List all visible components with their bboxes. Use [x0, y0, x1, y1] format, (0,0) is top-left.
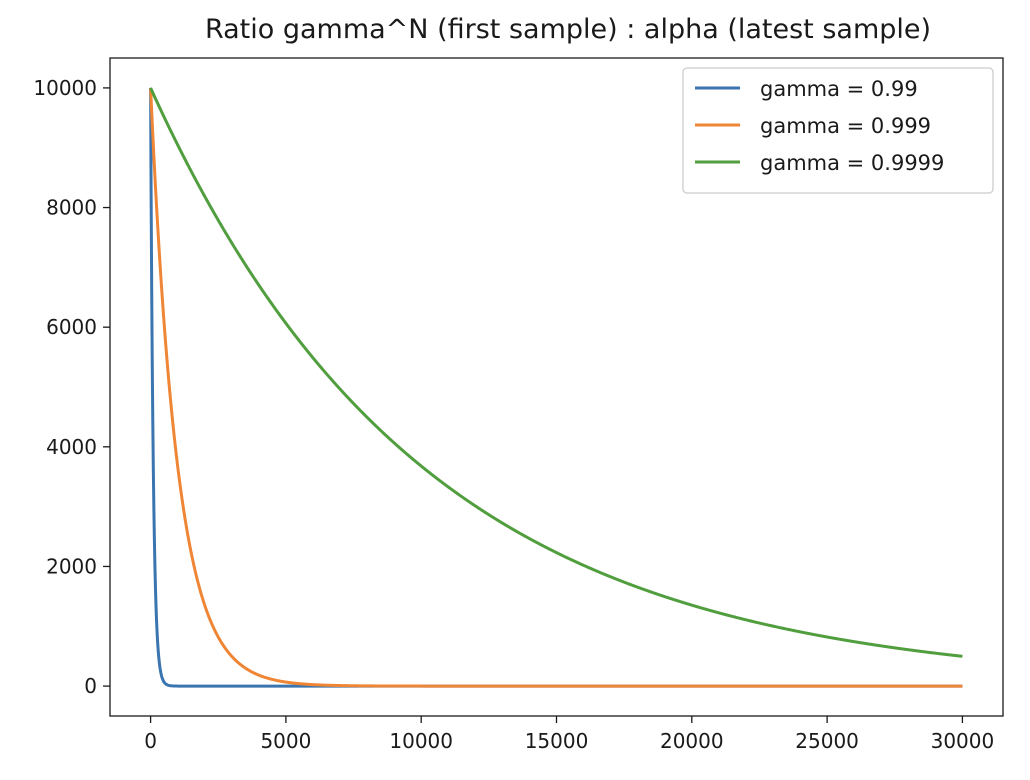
x-tick-label: 0 [144, 729, 157, 753]
legend-box [682, 67, 994, 194]
x-tick-label: 25000 [795, 729, 859, 753]
x-tick-label: 20000 [660, 729, 724, 753]
y-tick-label: 4000 [46, 435, 97, 459]
series-line-3 [149, 87, 964, 658]
y-axis: 0 2000 4000 6000 8000 10000 [33, 76, 110, 698]
legend-item: gamma = 0.9999 [695, 151, 944, 175]
y-tick-label: 8000 [46, 196, 97, 220]
y-tick-label: 2000 [46, 554, 97, 578]
legend-label: gamma = 0.9999 [760, 151, 944, 175]
legend-label: gamma = 0.99 [760, 77, 918, 101]
chart-title: Ratio gamma^N (first sample) : alpha (la… [205, 14, 931, 45]
legend-item: gamma = 0.999 [695, 114, 931, 138]
x-tick-label: 30000 [931, 729, 995, 753]
series-line-2 [149, 87, 964, 688]
series-lines [149, 87, 964, 688]
x-tick-label: 5000 [260, 729, 311, 753]
legend: gamma = 0.99 gamma = 0.999 gamma = 0.9999 [682, 67, 994, 194]
x-tick-label: 10000 [389, 729, 453, 753]
legend-item: gamma = 0.99 [695, 77, 918, 101]
y-tick-label: 10000 [33, 76, 97, 100]
x-axis: 0 5000 10000 15000 20000 25000 30000 [144, 716, 994, 753]
y-tick-label: 0 [84, 674, 97, 698]
y-tick-label: 6000 [46, 315, 97, 339]
legend-label: gamma = 0.999 [760, 114, 931, 138]
x-tick-label: 15000 [525, 729, 589, 753]
